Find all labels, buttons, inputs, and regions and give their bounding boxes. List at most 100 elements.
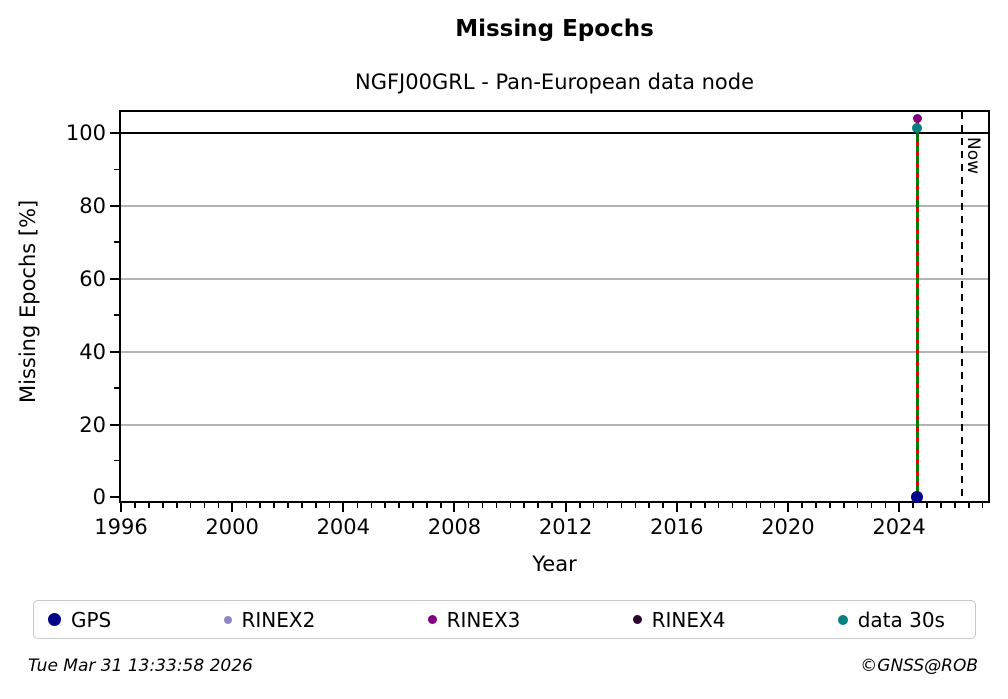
x-tick-label: 2020 (761, 515, 815, 539)
x-minor-tick (954, 503, 956, 508)
y-tick (110, 204, 119, 207)
x-minor-tick (398, 503, 400, 508)
x-tick (342, 503, 345, 512)
x-tick (675, 503, 678, 512)
y-tick (110, 277, 119, 280)
x-minor-tick (606, 503, 609, 508)
x-minor-tick (523, 503, 525, 508)
x-tick (120, 503, 122, 512)
x-minor-tick (495, 503, 498, 508)
x-minor-tick (579, 503, 581, 508)
x-minor-tick (815, 503, 817, 508)
x-minor-tick (259, 503, 261, 508)
x-minor-tick (884, 503, 887, 508)
chart-title: Missing Epochs (455, 16, 654, 42)
marker-gps (911, 491, 924, 504)
rinex4-marker-icon (632, 615, 642, 624)
x-minor-tick (328, 503, 331, 508)
y-gridline (121, 277, 988, 280)
x-minor-tick (745, 503, 748, 508)
marker-data30s (912, 122, 923, 133)
x-minor-tick (273, 503, 275, 508)
legend-item-rinex2: RINEX2 (223, 608, 315, 632)
x-minor-tick (829, 503, 831, 508)
y-minor-tick (114, 241, 119, 243)
x-minor-tick (440, 503, 442, 508)
legend-label-gps: GPS (71, 607, 112, 632)
legend-item-rinex3: RINEX3 (427, 607, 521, 632)
x-tick (231, 503, 234, 512)
copyright: ©GNSS@ROB (860, 656, 978, 676)
y-tick (110, 132, 119, 135)
x-minor-tick (203, 503, 206, 508)
x-minor-tick (648, 503, 650, 508)
event-line (915, 118, 919, 498)
x-minor-tick (940, 503, 942, 508)
x-tick-label: 1996 (94, 515, 148, 539)
y-tick (110, 350, 119, 353)
x-minor-tick (690, 503, 692, 508)
x-minor-tick (912, 503, 914, 508)
x-minor-tick (870, 503, 873, 508)
y-tick-label: 20 (79, 412, 106, 437)
x-minor-tick (245, 503, 248, 508)
gps-marker-icon (48, 613, 61, 626)
x-minor-tick (384, 503, 386, 508)
x-minor-tick (926, 503, 928, 508)
x-tick-label: 2008 (427, 515, 482, 539)
data30s-marker-icon (837, 614, 848, 625)
legend: GPS RINEX2 RINEX3 RINEX4 data 30s (33, 600, 976, 639)
x-minor-tick (981, 503, 984, 508)
x-minor-tick (217, 503, 220, 508)
y-tick-label: 100 (65, 121, 106, 146)
x-tick (453, 503, 456, 512)
x-axis-label: Year (532, 552, 577, 576)
rinex3-marker-icon (427, 615, 437, 624)
y-tick-label: 80 (79, 193, 106, 218)
x-minor-tick (426, 503, 428, 508)
x-minor-tick (759, 503, 762, 508)
x-minor-tick (731, 503, 734, 508)
hundred-percent-line (121, 132, 988, 135)
x-minor-tick (537, 503, 539, 508)
rinex2-marker-icon (223, 615, 232, 624)
x-minor-tick (287, 503, 289, 508)
y-minor-tick (114, 168, 119, 171)
y-gridline (121, 350, 988, 353)
x-minor-tick (801, 503, 803, 508)
x-minor-tick (467, 503, 470, 508)
y-axis-label: Missing Epochs [%] (16, 199, 40, 403)
legend-label-rinex3: RINEX3 (446, 607, 521, 632)
timestamp: Tue Mar 31 13:33:58 2026 (28, 656, 253, 676)
x-minor-tick (634, 503, 637, 508)
legend-item-data30s: data 30s (837, 608, 945, 632)
y-gridline (121, 204, 988, 207)
legend-item-gps: GPS (48, 608, 111, 632)
x-minor-tick (509, 503, 512, 508)
y-tick-label: 60 (79, 266, 106, 291)
x-minor-tick (301, 503, 303, 508)
now-label: Now (962, 137, 983, 175)
x-tick-label: 2000 (205, 515, 259, 539)
x-minor-tick (481, 503, 484, 508)
plot-area (119, 110, 990, 503)
x-minor-tick (662, 503, 664, 508)
y-minor-tick (114, 387, 119, 389)
legend-item-rinex4: RINEX4 (632, 607, 726, 632)
x-tick-label: 2016 (650, 515, 704, 539)
now-line (960, 112, 964, 501)
x-tick (564, 503, 567, 512)
x-tick-label: 2024 (872, 515, 926, 539)
y-tick-label: 0 (92, 485, 106, 510)
marker-rinex3 (912, 114, 922, 124)
legend-label-rinex4: RINEX4 (651, 607, 726, 632)
x-minor-tick (551, 503, 553, 508)
x-minor-tick (717, 503, 720, 508)
x-minor-tick (773, 503, 776, 508)
x-tick (898, 503, 901, 512)
x-minor-tick (592, 503, 595, 508)
x-minor-tick (356, 503, 359, 508)
x-minor-tick (370, 503, 373, 508)
x-minor-tick (843, 503, 845, 508)
